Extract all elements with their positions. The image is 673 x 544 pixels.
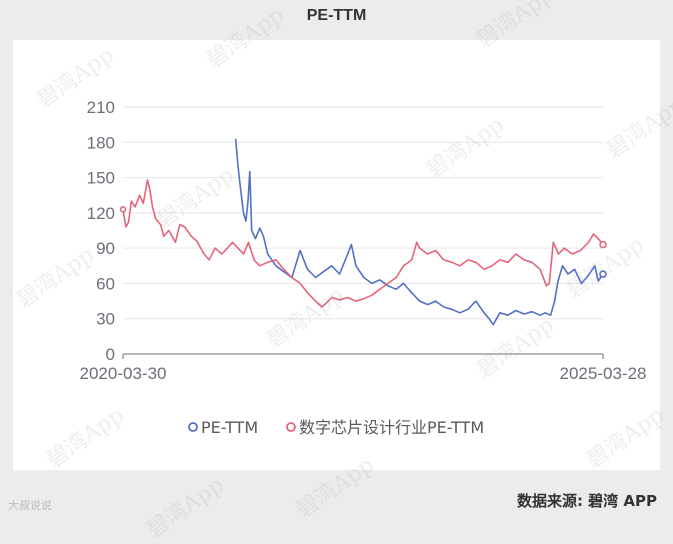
legend-marker [188, 422, 198, 432]
watermark-text: 碧湾App [142, 472, 229, 544]
y-tick-label: 210 [87, 98, 115, 117]
y-tick-label: 0 [106, 345, 115, 364]
series-end-marker [599, 270, 607, 278]
series-line-1 [122, 179, 604, 308]
y-tick-label: 180 [87, 133, 115, 152]
data-source-label: 数据来源: 碧湾 APP [516, 492, 657, 510]
chart-svg: 0 30 60 90 120 150 180 210 2020-03-30 2025-03-28 P… [80, 98, 647, 437]
y-tick-label: 90 [96, 239, 115, 258]
legend-marker [286, 422, 296, 432]
y-tick-label: 60 [96, 274, 115, 293]
corner-logo-text: 大叔说说 [8, 499, 52, 512]
legend-label: PE-TTM [201, 418, 258, 437]
y-tick-label: 120 [87, 204, 115, 223]
series-end-marker [599, 240, 607, 249]
chart-panel: 0 30 60 90 120 150 180 210 2020-03-30 2025-03-28 P… [13, 40, 660, 470]
x-tick-label: 2025-03-28 [560, 364, 647, 383]
y-tick-label: 30 [96, 310, 115, 329]
legend-label: 数字芯片设计行业PE-TTM [299, 418, 484, 437]
series-line-0 [234, 138, 604, 326]
x-tick-label: 2020-03-30 [80, 364, 167, 383]
y-tick-label: 150 [87, 169, 115, 188]
chart-title: PE-TTM [306, 7, 367, 24]
series-start-marker [119, 206, 127, 213]
